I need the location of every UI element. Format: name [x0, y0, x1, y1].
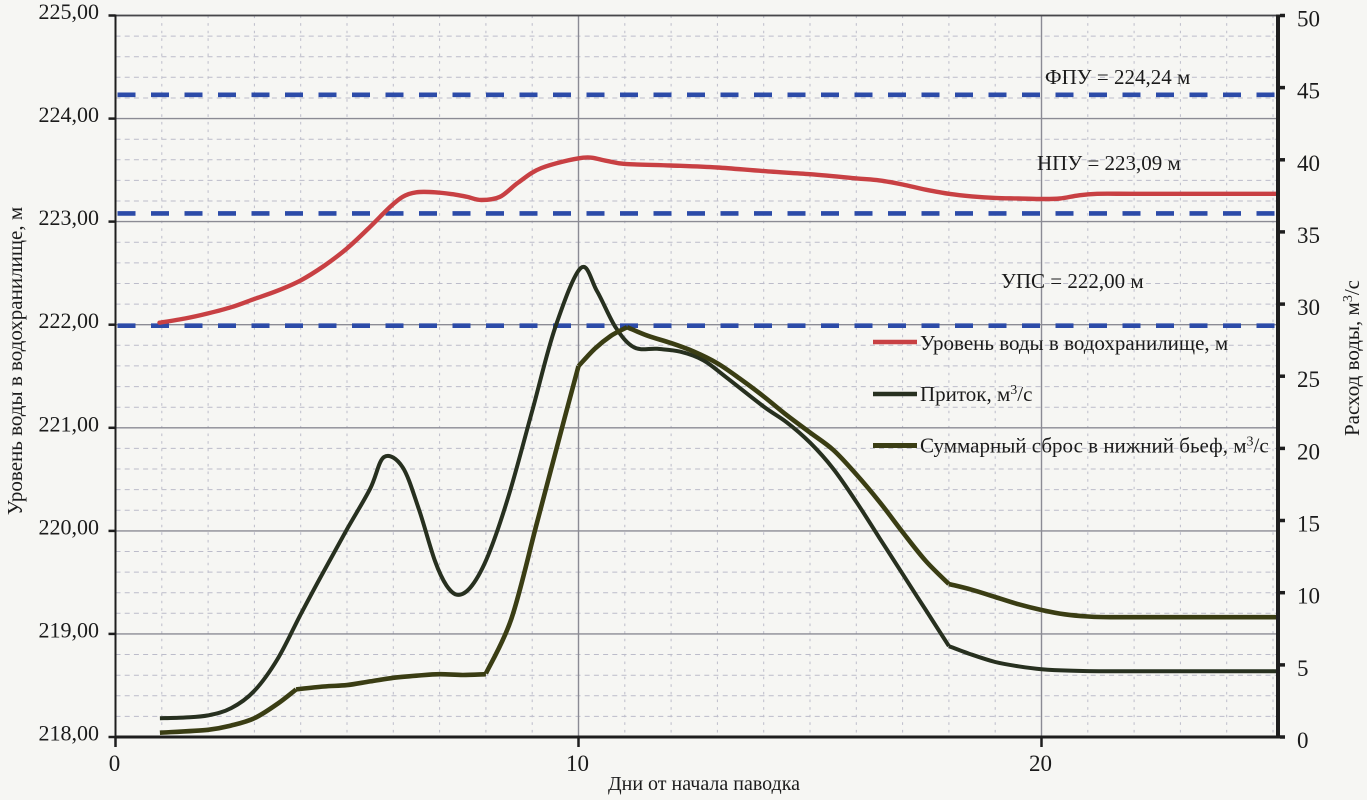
svg-text:Дни от начала паводка: Дни от начала паводка — [608, 773, 800, 795]
svg-text:35: 35 — [1297, 223, 1320, 248]
svg-text:Суммарный сброс в нижний бьеф,: Суммарный сброс в нижний бьеф, м3/с — [920, 434, 1269, 458]
svg-text:221,00: 221,00 — [39, 411, 100, 436]
svg-text:НПУ = 223,09 м: НПУ = 223,09 м — [1037, 151, 1181, 175]
svg-text:222,00: 222,00 — [39, 308, 100, 333]
svg-text:5: 5 — [1297, 656, 1309, 681]
svg-text:10: 10 — [1297, 584, 1320, 609]
svg-text:0: 0 — [109, 751, 121, 776]
svg-text:20: 20 — [1297, 439, 1320, 464]
svg-text:223,00: 223,00 — [39, 205, 100, 230]
svg-text:219,00: 219,00 — [39, 617, 100, 642]
svg-text:25: 25 — [1297, 367, 1320, 392]
svg-text:ФПУ = 224,24 м: ФПУ = 224,24 м — [1045, 65, 1190, 89]
svg-text:20: 20 — [1029, 751, 1052, 776]
svg-text:45: 45 — [1297, 79, 1320, 104]
svg-text:225,00: 225,00 — [39, 0, 100, 24]
svg-text:Расход воды, м3/с: Расход воды, м3/с — [1340, 280, 1364, 436]
svg-text:30: 30 — [1297, 295, 1320, 320]
svg-text:40: 40 — [1297, 151, 1320, 176]
svg-text:15: 15 — [1297, 512, 1320, 537]
svg-text:УПС = 222,00 м: УПС = 222,00 м — [1001, 269, 1144, 293]
svg-text:224,00: 224,00 — [39, 102, 100, 127]
svg-text:0: 0 — [1297, 728, 1309, 753]
svg-text:10: 10 — [566, 751, 589, 776]
svg-text:Уровень воды в водохранилище,: Уровень воды в водохранилище, м — [3, 207, 27, 515]
svg-text:220,00: 220,00 — [39, 514, 100, 539]
svg-text:218,00: 218,00 — [39, 721, 100, 746]
svg-text:Уровень воды в водохранилище,: Уровень воды в водохранилище, м — [920, 331, 1228, 355]
svg-text:50: 50 — [1297, 7, 1320, 32]
